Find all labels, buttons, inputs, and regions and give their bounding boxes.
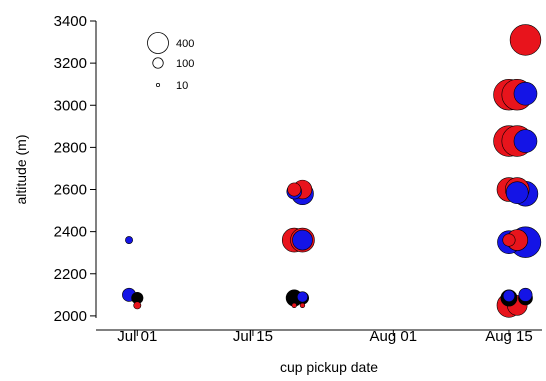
y-tick-label: 3400 (54, 13, 87, 30)
data-point (296, 291, 309, 303)
data-point (292, 229, 313, 251)
size-legend: 400 100 10 (147, 32, 194, 92)
legend-size-circle (147, 32, 169, 54)
data-point (299, 302, 306, 309)
y-axis-ticks: 2000 2200 2400 2600 2800 3000 3200 3400 (54, 13, 96, 325)
data-point (509, 24, 542, 56)
data-point (505, 181, 529, 204)
y-axis-label: altitude (m) (13, 134, 29, 204)
data-point (287, 182, 302, 197)
x-tick-label: Jul 15 (233, 328, 273, 345)
x-axis-label: cup pickup date (280, 359, 378, 375)
x-tick-label: Jul 01 (117, 328, 157, 345)
data-points (122, 24, 542, 318)
data-point (513, 81, 538, 106)
y-tick-label: 2800 (54, 139, 87, 156)
x-tick-label: Aug 01 (370, 328, 418, 345)
data-point (518, 287, 533, 302)
data-point (125, 236, 133, 245)
y-tick-label: 3200 (54, 55, 87, 72)
legend-size-label: 400 (176, 38, 194, 50)
data-point (291, 302, 297, 309)
y-tick-label: 3000 (54, 97, 87, 114)
data-point (513, 129, 538, 153)
x-tick-label: Aug 15 (485, 328, 533, 345)
data-point (133, 301, 142, 310)
y-tick-label: 2000 (54, 308, 87, 325)
legend-size-circle (155, 82, 161, 88)
legend-size-label: 10 (176, 80, 188, 92)
data-point (502, 233, 516, 247)
y-tick-label: 2400 (54, 224, 87, 241)
y-tick-label: 2200 (54, 266, 87, 283)
legend-size-circle (152, 57, 164, 69)
data-point (502, 289, 516, 302)
legend-size-label: 100 (176, 58, 194, 70)
y-tick-label: 2600 (54, 182, 87, 199)
x-axis-ticks: Jul 01 Jul 15 Aug 01 Aug 15 (117, 328, 532, 345)
